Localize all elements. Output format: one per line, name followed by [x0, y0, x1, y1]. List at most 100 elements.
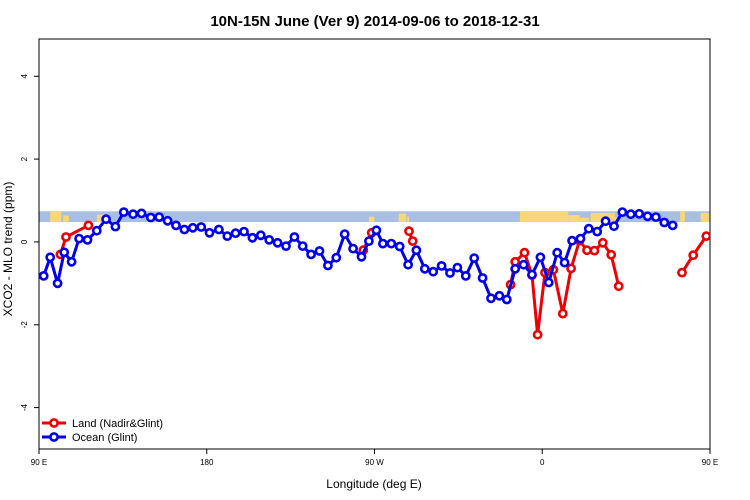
data-point — [136, 208, 147, 219]
data-point — [597, 237, 608, 248]
data-point — [606, 249, 617, 260]
data-point — [281, 241, 291, 251]
series-line — [456, 210, 674, 301]
data-point — [222, 231, 233, 241]
data-point — [101, 214, 111, 225]
data-point — [625, 209, 636, 220]
land-patch — [700, 212, 710, 223]
data-point — [297, 241, 308, 251]
data-point — [74, 233, 84, 244]
data-point — [688, 250, 699, 261]
series-group — [39, 207, 743, 340]
data-point — [255, 230, 266, 241]
legend-swatch-marker — [49, 432, 59, 442]
data-point — [543, 277, 554, 288]
data-point — [600, 216, 611, 227]
data-point — [575, 233, 586, 244]
y-tick-label: 0 — [20, 239, 29, 244]
data-point — [59, 247, 70, 258]
data-point — [289, 232, 300, 242]
data-point — [162, 215, 173, 226]
data-point — [566, 263, 576, 274]
land-patch — [734, 218, 740, 222]
data-point — [559, 257, 570, 268]
data-point — [701, 231, 710, 241]
data-point — [736, 226, 743, 233]
plot-frame — [38, 38, 711, 450]
data-point — [436, 260, 447, 271]
data-point — [377, 238, 388, 249]
land-patch — [568, 215, 580, 223]
data-point — [613, 281, 624, 292]
data-point — [592, 226, 603, 237]
chart-title: 10N-15N June (Ver 9) 2014-09-06 to 2018-… — [210, 13, 539, 30]
data-point — [527, 269, 537, 280]
data-point — [532, 329, 543, 340]
data-point — [247, 232, 258, 243]
data-point — [667, 220, 678, 231]
y-axis-label: XCO2 - MLO trend (ppm) — [1, 182, 15, 317]
data-point — [477, 273, 488, 283]
data-point — [386, 238, 397, 249]
data-point — [66, 256, 77, 267]
data-point — [651, 212, 661, 222]
land-patch — [519, 211, 569, 223]
data-point — [419, 263, 430, 274]
plot-area: 90 E 180 90 W 0 90 E -4 -2 0 2 4 — [20, 38, 743, 467]
data-point — [264, 234, 275, 245]
data-point — [460, 270, 471, 281]
data-point — [642, 211, 653, 222]
y-tick-label: 4 — [20, 73, 29, 78]
data-point — [145, 212, 156, 223]
series-ocean — [39, 207, 678, 305]
x-tick-label: 90 E — [31, 458, 47, 467]
x-tick-label: 180 — [200, 458, 214, 467]
data-point — [118, 207, 129, 217]
legend-swatch-marker — [49, 418, 59, 428]
legend-label: Ocean (Glint) — [72, 432, 137, 444]
data-point — [213, 224, 224, 235]
data-point — [486, 293, 496, 304]
land-patch — [407, 216, 409, 223]
data-point — [154, 212, 165, 222]
data-point — [659, 217, 670, 228]
data-point — [39, 271, 49, 281]
data-point — [314, 246, 325, 256]
land-patch — [398, 213, 407, 223]
data-point — [196, 222, 207, 232]
data-point — [494, 290, 505, 301]
data-point — [239, 226, 249, 237]
data-point — [52, 278, 63, 289]
ocean-band — [39, 211, 710, 223]
data-point — [469, 253, 480, 263]
data-point — [394, 241, 405, 252]
data-point — [230, 228, 241, 239]
data-point — [187, 222, 198, 233]
data-point — [83, 220, 94, 231]
land-patch — [96, 214, 105, 223]
x-tick-label: 90 W — [365, 458, 384, 467]
data-point — [363, 236, 374, 246]
data-point — [428, 266, 439, 277]
data-point — [45, 252, 56, 263]
x-axis-label: Longitude (deg E) — [326, 477, 421, 491]
data-point — [272, 237, 283, 248]
data-point — [204, 227, 215, 238]
data-point — [339, 229, 350, 239]
data-point — [501, 294, 512, 305]
data-point — [179, 224, 190, 235]
data-point — [91, 225, 102, 236]
data-point — [82, 234, 93, 245]
series-line — [731, 225, 740, 230]
data-point — [535, 252, 546, 263]
data-point — [518, 259, 529, 270]
legend-label: Land (Nadir&Glint) — [72, 418, 163, 430]
data-point — [61, 232, 71, 242]
y-tick-label: 2 — [20, 156, 29, 161]
land-patch — [368, 216, 375, 223]
data-point — [411, 245, 422, 256]
data-point — [128, 209, 138, 220]
y-tick-label: -2 — [20, 321, 29, 329]
data-point — [567, 235, 577, 246]
